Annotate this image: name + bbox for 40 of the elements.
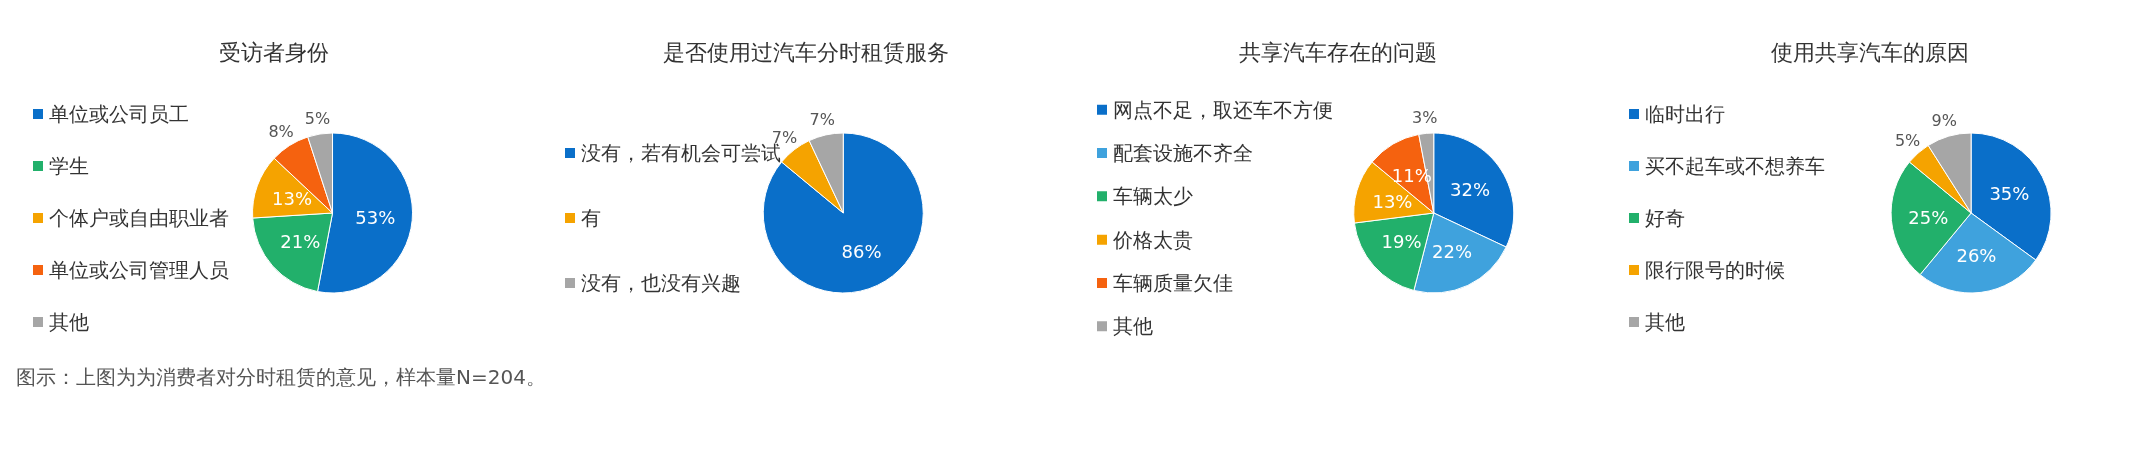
legend-label: 买不起车或不想养车 bbox=[1645, 154, 1825, 178]
data-label: 53% bbox=[355, 206, 396, 228]
legend-label: 有 bbox=[581, 206, 601, 230]
chart-title: 是否使用过汽车分时租赁服务 bbox=[663, 39, 949, 65]
data-label: 32% bbox=[1450, 179, 1491, 201]
data-label: 5% bbox=[304, 108, 331, 128]
legend-label: 个体户或自由职业者 bbox=[49, 206, 229, 230]
legend-label: 网点不足，取还车不方便 bbox=[1113, 97, 1333, 122]
data-label: 13% bbox=[272, 187, 313, 209]
legend-label: 单位或公司管理人员 bbox=[49, 258, 229, 282]
legend-label: 没有，也没有兴趣 bbox=[581, 271, 741, 295]
data-label: 19% bbox=[1381, 230, 1422, 252]
data-label: 26% bbox=[1956, 245, 1997, 267]
legend-label: 车辆太少 bbox=[1113, 184, 1193, 209]
data-label: 3% bbox=[1412, 107, 1438, 127]
chart-title: 共享汽车存在的问题 bbox=[1239, 39, 1437, 65]
data-label: 8% bbox=[268, 122, 294, 142]
legend-label: 配套设施不齐全 bbox=[1113, 141, 1253, 165]
data-label: 25% bbox=[1908, 206, 1949, 228]
chart-title: 使用共享汽车的原因 bbox=[1771, 39, 1969, 65]
legend-label: 其他 bbox=[1113, 314, 1153, 339]
legend-label: 其他 bbox=[1645, 310, 1685, 334]
legend-label: 车辆质量欠佳 bbox=[1113, 271, 1233, 295]
data-label: 21% bbox=[280, 230, 321, 252]
legend-label: 学生 bbox=[49, 154, 89, 178]
chart-title: 受访者身份 bbox=[219, 39, 329, 65]
legend-label: 单位或公司员工 bbox=[49, 102, 189, 126]
legend-label: 其他 bbox=[49, 310, 89, 334]
legend-label: 限行限号的时候 bbox=[1645, 258, 1785, 282]
text: 图示：上图为为消费者对分时租赁的意见，样本量N=204。 bbox=[16, 364, 547, 391]
legend-label: 临时出行 bbox=[1645, 102, 1725, 126]
data-label: 86% bbox=[841, 241, 882, 263]
data-label: 22% bbox=[1432, 241, 1473, 263]
legend-label: 价格太贵 bbox=[1112, 227, 1193, 252]
data-label: 9% bbox=[1931, 111, 1957, 131]
data-label: 13% bbox=[1372, 190, 1413, 212]
data-label: 7% bbox=[809, 109, 835, 129]
data-label: 5% bbox=[1894, 131, 1921, 151]
data-label: 35% bbox=[1989, 182, 2030, 204]
legend-label: 好奇 bbox=[1645, 206, 1685, 230]
